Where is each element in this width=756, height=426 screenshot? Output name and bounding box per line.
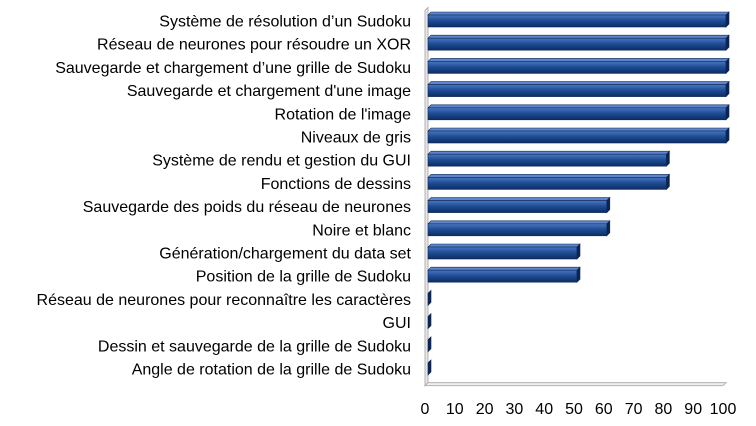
bar-top-face	[427, 127, 730, 132]
x-tick-label: 70	[625, 401, 643, 418]
bar	[427, 312, 432, 330]
x-tick-label: 20	[476, 401, 494, 418]
bar-end-face	[666, 173, 670, 191]
category-label: Sauvegarde et chargement d'une image	[127, 83, 411, 100]
x-tick-label: 60	[595, 401, 613, 418]
bar-top-face	[427, 58, 730, 62]
bar	[427, 289, 432, 307]
bar	[427, 336, 432, 353]
x-tick-label: 40	[535, 401, 553, 418]
bar-end-face	[427, 336, 432, 353]
bar-top-face	[427, 220, 611, 225]
bar-top-face	[427, 104, 730, 109]
bar-top-face	[427, 81, 730, 85]
category-label: Noire et blanc	[312, 222, 411, 239]
bar-front-face	[427, 223, 608, 237]
bar-top-face	[427, 243, 581, 248]
bar	[427, 359, 432, 376]
category-label: Dessin et sauvegarde de la grille de Sud…	[98, 338, 411, 355]
bar-end-face	[725, 34, 730, 51]
x-axis-floor	[423, 382, 728, 387]
x-tick-label: 50	[565, 401, 583, 418]
bar-front-face	[427, 37, 727, 51]
bar-top-face	[427, 11, 730, 16]
category-label: Sauvegarde et chargement d’une grille de…	[55, 60, 411, 77]
bar	[427, 11, 730, 28]
bar	[427, 220, 611, 237]
bar-end-face	[725, 104, 730, 121]
bar-front-face	[427, 246, 578, 260]
category-label: Niveaux de gris	[301, 130, 411, 147]
bar	[427, 80, 730, 98]
axis-layer	[423, 6, 728, 387]
bar-end-face	[666, 150, 670, 167]
category-label: Angle de rotation de la grille de Sudoku	[132, 362, 411, 379]
category-label: Réseau de neurones pour reconnaître les …	[37, 292, 411, 309]
bar-front-face	[427, 84, 727, 97]
category-label: GUI	[383, 315, 411, 332]
bar-end-face	[725, 127, 730, 144]
bar-front-face	[427, 269, 578, 283]
x-tick-label: 80	[655, 401, 673, 418]
category-label: Rotation de l'image	[275, 106, 412, 123]
bar-front-face	[427, 14, 727, 28]
bar	[427, 57, 730, 75]
bar-front-face	[427, 177, 667, 190]
bar-end-face	[427, 359, 432, 376]
x-tick-label: 0	[421, 401, 430, 418]
bar-top-face	[427, 266, 581, 271]
x-tick-label: 100	[710, 401, 737, 418]
bar	[427, 127, 730, 144]
category-label: Fonctions de dessins	[261, 176, 411, 193]
bar-front-face	[427, 107, 727, 121]
bar-top-face	[427, 150, 671, 155]
bar-end-face	[725, 80, 730, 98]
bar	[427, 150, 671, 167]
bars-layer	[427, 11, 730, 376]
bar	[427, 173, 671, 191]
category-label: Système de rendu et gestion du GUI	[152, 153, 411, 170]
bar	[427, 196, 611, 214]
bar-end-face	[725, 11, 730, 28]
bar-end-face	[427, 289, 432, 307]
bar-front-face	[427, 153, 667, 167]
bar-end-face	[576, 243, 581, 260]
bar	[427, 104, 730, 121]
bar-end-face	[576, 266, 581, 283]
bar-front-face	[427, 61, 727, 74]
y-axis-wall	[424, 6, 429, 387]
bar	[427, 266, 581, 283]
bar-end-face	[725, 57, 730, 75]
bar-front-face	[427, 200, 608, 213]
category-label: Génération/chargement du data set	[159, 246, 411, 263]
x-tick-label: 90	[684, 401, 702, 418]
x-tick-label: 30	[506, 401, 524, 418]
bar-top-face	[427, 197, 611, 201]
category-label: Position de la grille de Sudoku	[196, 269, 411, 286]
x-tick-labels: 0 10 20 30 40 50 60 70 80 90 100	[421, 401, 737, 418]
bar	[427, 243, 581, 260]
bar-front-face	[427, 130, 727, 144]
x-tick-label: 10	[446, 401, 464, 418]
category-label: Système de résolution d’un Sudoku	[159, 14, 411, 31]
category-label: Réseau de neurones pour résoudre un XOR	[97, 37, 411, 54]
category-label: Sauvegarde des poids du réseau de neuron…	[83, 199, 411, 216]
bar-end-face	[606, 220, 611, 237]
bar-top-face	[427, 34, 730, 39]
bar-end-face	[606, 196, 611, 214]
bar-top-face	[427, 174, 671, 178]
bar-end-face	[427, 312, 432, 330]
bar	[427, 34, 730, 51]
category-labels: Système de résolution d’un Sudoku Réseau …	[37, 14, 412, 379]
